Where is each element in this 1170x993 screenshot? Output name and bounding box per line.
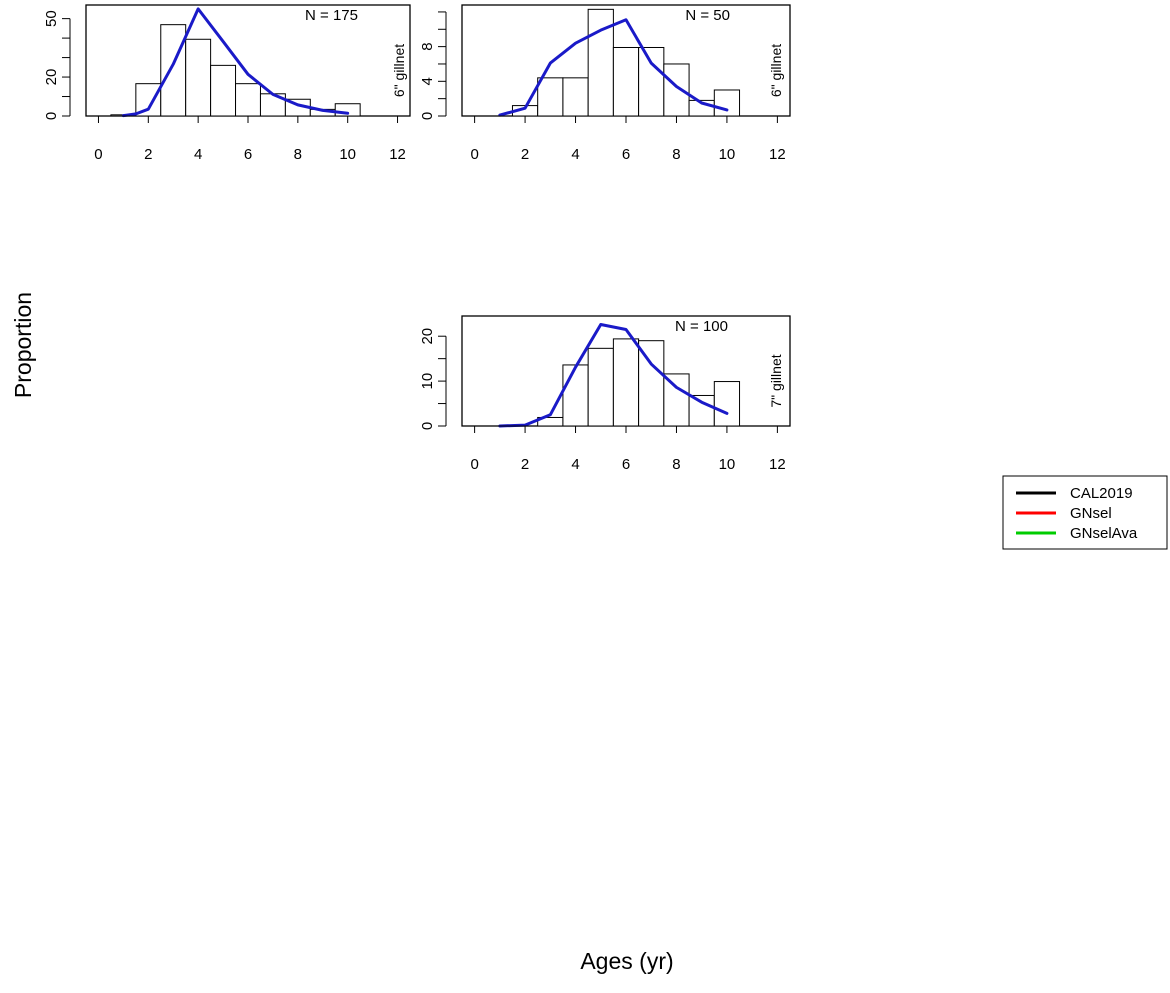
panel-top-right: 0 2 4 6 8 10 12 0 4 8 N = 50 6" gillnet <box>419 4 791 163</box>
x-tick-label: 0 <box>470 456 478 473</box>
y-tick-label: 8 <box>419 42 436 50</box>
x-tick-label: 8 <box>672 456 680 473</box>
histogram-bar <box>663 63 690 117</box>
sample-size-label: N = 100 <box>675 318 728 335</box>
histogram-bar <box>562 364 589 427</box>
sample-size-label: N = 50 <box>685 7 730 24</box>
x-tick-label: 4 <box>571 146 579 163</box>
y-tick-label: 20 <box>43 69 60 86</box>
histogram-bar <box>235 83 261 117</box>
x-tick-label: 0 <box>94 146 102 163</box>
x-tick-label: 4 <box>571 456 579 473</box>
histogram-bar <box>160 24 187 117</box>
histogram-bar <box>210 64 237 117</box>
x-axis-label: Ages (yr) <box>580 948 673 974</box>
y-tick-label: 10 <box>419 373 436 390</box>
x-tick-label: 4 <box>194 146 202 163</box>
legend-item: GNselAva <box>1016 525 1138 542</box>
panel-middle-right: 0 2 4 6 8 10 12 0 10 20 N = 100 7" gillnet <box>419 315 791 473</box>
gear-label: 6" gillnet <box>391 44 407 97</box>
histogram-bar <box>587 347 614 427</box>
x-tick-label: 12 <box>389 146 406 163</box>
histogram-bar <box>713 89 741 117</box>
x-tick-label: 10 <box>339 146 356 163</box>
gear-label: 7" gillnet <box>768 354 784 407</box>
x-tick-label: 12 <box>769 146 786 163</box>
x-tick-label: 8 <box>672 146 680 163</box>
fit-line <box>498 323 729 428</box>
x-tick-label: 0 <box>470 146 478 163</box>
x-tick-label: 2 <box>144 146 152 163</box>
y-tick-label: 20 <box>419 328 436 345</box>
histogram-bar <box>612 46 640 117</box>
x-tick-label: 10 <box>719 146 736 163</box>
x-tick-label: 2 <box>521 146 529 163</box>
x-tick-label: 6 <box>622 146 630 163</box>
legend: CAL2019 GNsel GNselAva <box>1002 475 1168 550</box>
legend-item: CAL2019 <box>1016 485 1133 502</box>
y-tick-label: 0 <box>43 112 60 120</box>
x-tick-label: 8 <box>294 146 302 163</box>
y-tick-label: 4 <box>419 77 436 85</box>
histogram-bar <box>688 394 715 427</box>
x-tick-label: 6 <box>244 146 252 163</box>
sample-size-label: N = 175 <box>305 7 358 24</box>
histogram-bar <box>713 381 741 427</box>
y-tick-label: 0 <box>419 422 436 430</box>
y-axis-label: Proportion <box>10 292 36 398</box>
histogram-bar <box>638 46 665 117</box>
legend-label: CAL2019 <box>1070 485 1133 502</box>
x-tick-label: 6 <box>622 456 630 473</box>
gear-label: 6" gillnet <box>768 44 784 97</box>
x-tick-label: 2 <box>521 456 529 473</box>
y-tick-label: 0 <box>419 112 436 120</box>
histogram-bar <box>562 77 589 117</box>
x-tick-label: 10 <box>719 456 736 473</box>
legend-label: GNselAva <box>1070 525 1138 542</box>
legend-item: GNsel <box>1016 505 1112 522</box>
histogram-bar <box>185 38 212 117</box>
histogram-bar <box>612 338 640 427</box>
fit-line <box>121 7 350 118</box>
x-tick-label: 12 <box>769 456 786 473</box>
histogram-bar <box>663 373 690 427</box>
fit-line <box>498 18 729 117</box>
y-tick-label: 50 <box>43 10 60 27</box>
panel-top-left: 0 2 4 6 8 10 12 0 20 50 N = 175 6" gillnet <box>43 4 411 163</box>
legend-label: GNsel <box>1070 505 1112 522</box>
histogram-bar <box>537 77 564 117</box>
